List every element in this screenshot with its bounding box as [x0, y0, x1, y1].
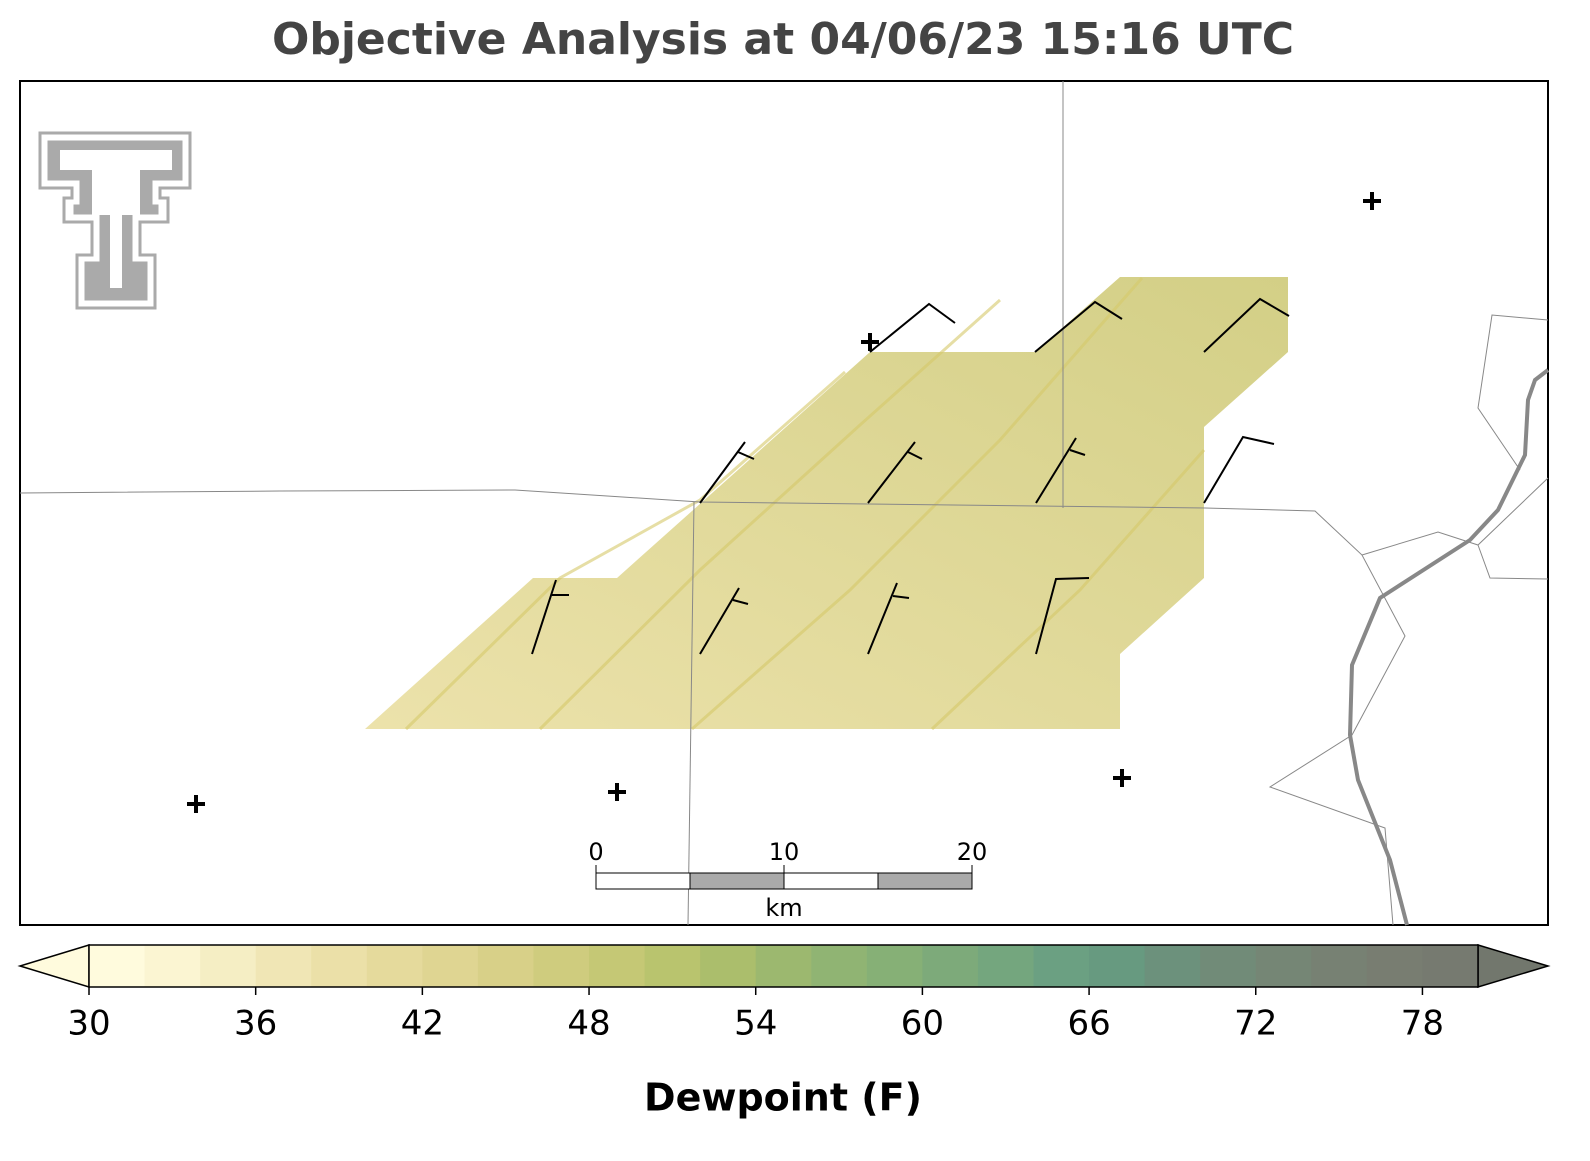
- colorbar-bin: [477, 945, 534, 987]
- colorbar-bin: [422, 945, 479, 987]
- wind-barbs: [531, 297, 1290, 655]
- stations: [187, 192, 1381, 813]
- colorbar-bin: [311, 945, 368, 987]
- dewpoint-field: [365, 277, 1288, 729]
- map: [19, 80, 1550, 926]
- colorbar-bin: [89, 945, 146, 987]
- colorbar-tick-label: 66: [1067, 1004, 1110, 1044]
- colorbar-bin: [144, 945, 201, 987]
- colorbar: 30 36 42 48 54 60 66 72 78: [17, 943, 1551, 1044]
- scale-unit: km: [765, 894, 802, 922]
- colorbar-bin: [1144, 945, 1201, 987]
- colorbar-tick-label: 72: [1234, 1004, 1277, 1044]
- scale-tick-label: 20: [957, 838, 988, 866]
- colorbar-bin: [200, 945, 257, 987]
- colorbar-bin: [255, 945, 312, 987]
- colorbar-bin: [589, 945, 646, 987]
- colorbar-bin: [755, 945, 812, 987]
- scale-tick-label: 0: [588, 838, 603, 866]
- scale-bar: km 0 10 20: [588, 838, 987, 922]
- colorbar-tick-label: 42: [401, 1004, 444, 1044]
- colorbar-bin: [866, 945, 923, 987]
- colorbar-bin: [644, 945, 701, 987]
- colorbar-bin: [922, 945, 979, 987]
- colorbar-tick-label: 78: [1401, 1004, 1444, 1044]
- colorbar-bin: [977, 945, 1035, 987]
- colorbar-bin: [533, 945, 590, 987]
- colorbar-tick-label: 60: [901, 1004, 944, 1044]
- colorbar-bin: [366, 945, 423, 987]
- colorbar-bin: [1366, 945, 1423, 987]
- colorbar-bin: [811, 945, 868, 987]
- colorbar-bin: [700, 945, 757, 987]
- extend-min: [17, 943, 90, 989]
- colorbar-label: Dewpoint (F): [644, 1076, 922, 1120]
- colorbar-bin: [1255, 945, 1312, 987]
- colorbar-tick-label: 30: [67, 1004, 110, 1044]
- scale-tick-label: 10: [769, 838, 800, 866]
- border: [1347, 368, 1550, 926]
- boundaries: [19, 81, 1549, 926]
- contours: [404, 277, 1206, 731]
- extend-max: [1477, 943, 1551, 989]
- colorbar-bin: [1033, 945, 1090, 987]
- colorbar-bin: [1089, 945, 1146, 987]
- logo: [38, 131, 192, 310]
- colorbar-tick-label: 48: [567, 1004, 610, 1044]
- colorbar-bin: [1311, 945, 1368, 987]
- colorbar-bin: [1422, 945, 1479, 987]
- colorbar-bin: [1200, 945, 1257, 987]
- colorbar-tick-label: 54: [734, 1004, 777, 1044]
- title: Objective Analysis at 04/06/23 15:16 UTC: [272, 14, 1294, 65]
- colorbar-tick-label: 36: [234, 1004, 277, 1044]
- colorbar-frame: [88, 944, 1479, 988]
